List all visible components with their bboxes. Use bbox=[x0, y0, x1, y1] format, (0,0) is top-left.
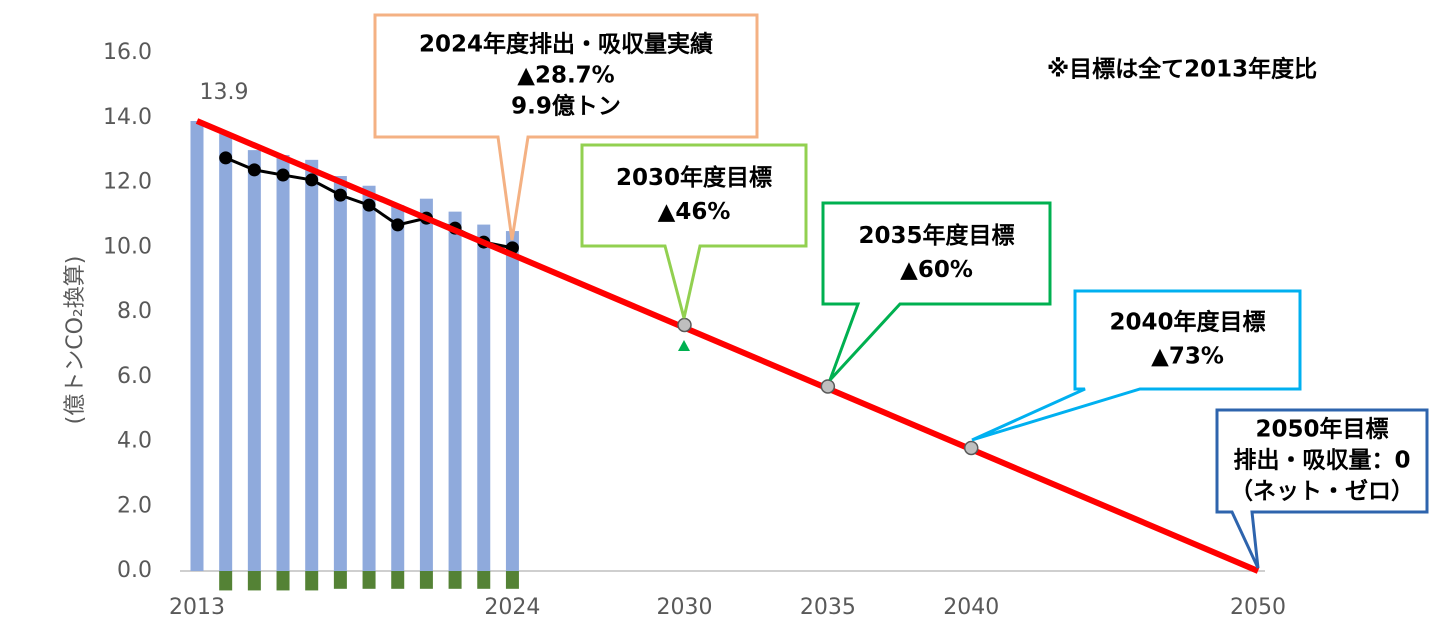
callout-text: ▲28.7% bbox=[517, 63, 614, 89]
callout-text: 2024年度排出・吸収量実績 bbox=[419, 31, 713, 58]
callout-box bbox=[1215, 408, 1429, 569]
y-axis-label: (億トンCO₂換算) bbox=[63, 256, 88, 425]
target-point bbox=[677, 317, 692, 333]
x-tick-label: 2013 bbox=[169, 595, 225, 620]
bar bbox=[448, 211, 462, 571]
x-tick-label: 2035 bbox=[800, 595, 856, 620]
callout-text: ▲73% bbox=[1151, 344, 1224, 370]
bar bbox=[419, 198, 433, 571]
callout-text: 9.9億トン bbox=[511, 93, 621, 120]
callout-text: 2030年度目標 bbox=[616, 164, 772, 191]
line-marker bbox=[305, 173, 319, 187]
bar bbox=[190, 120, 204, 572]
callout-box bbox=[373, 13, 759, 241]
bar bbox=[505, 231, 519, 571]
callout-text: ▲46% bbox=[658, 199, 731, 225]
target-point bbox=[820, 379, 836, 394]
y-tick-label: 12.0 bbox=[103, 170, 152, 195]
line-marker bbox=[219, 151, 233, 165]
y-tick-label: 10.0 bbox=[103, 234, 152, 259]
bar bbox=[505, 571, 519, 589]
x-tick-label: 2040 bbox=[943, 595, 999, 620]
bar bbox=[219, 571, 233, 591]
target-point bbox=[963, 440, 979, 456]
y-tick-label: 4.0 bbox=[117, 429, 152, 454]
bar bbox=[219, 133, 233, 571]
marker-decoration bbox=[678, 340, 690, 351]
data-label: 13.9 bbox=[200, 80, 249, 105]
bar bbox=[362, 571, 376, 589]
callout-box bbox=[971, 289, 1302, 442]
y-tick-label: 2.0 bbox=[117, 493, 152, 518]
bar bbox=[276, 154, 290, 571]
bar bbox=[333, 571, 347, 589]
bar bbox=[477, 224, 491, 571]
bar bbox=[448, 571, 462, 589]
callout-text: 2040年度目標 bbox=[1109, 309, 1265, 336]
y-tick-label: 16.0 bbox=[103, 40, 152, 65]
note: ※目標は全て2013年度比 bbox=[1047, 56, 1317, 83]
callout-text: 2035年度目標 bbox=[858, 222, 1014, 249]
line-marker bbox=[276, 168, 290, 182]
callout-box bbox=[821, 201, 1052, 382]
bar bbox=[362, 185, 376, 572]
bar bbox=[477, 571, 491, 589]
bar bbox=[305, 159, 319, 571]
callout-text: ▲60% bbox=[900, 257, 973, 283]
callout-text: （ネット・ゼロ） bbox=[1230, 478, 1414, 505]
y-tick-label: 0.0 bbox=[117, 558, 152, 583]
y-tick-label: 8.0 bbox=[117, 299, 152, 324]
callout-text: 2050年目標 bbox=[1255, 416, 1388, 443]
bar bbox=[391, 571, 405, 589]
x-tick-label: 2050 bbox=[1230, 595, 1286, 620]
bar bbox=[247, 571, 261, 591]
x-tick-label: 2024 bbox=[484, 595, 540, 620]
line-marker bbox=[391, 218, 405, 232]
line-marker bbox=[333, 188, 347, 202]
bar bbox=[305, 571, 319, 591]
callout-text: 排出・吸収量：0 bbox=[1233, 448, 1410, 474]
x-tick-label: 2030 bbox=[656, 595, 712, 620]
bar bbox=[276, 571, 290, 591]
bar bbox=[247, 150, 261, 571]
line-marker bbox=[247, 163, 261, 177]
line-marker bbox=[362, 198, 376, 212]
y-tick-label: 14.0 bbox=[103, 105, 152, 130]
bar bbox=[333, 176, 347, 571]
y-tick-label: 6.0 bbox=[117, 364, 152, 389]
line bbox=[195, 118, 1260, 574]
bar bbox=[419, 571, 433, 589]
bar bbox=[391, 205, 405, 571]
callout-box bbox=[580, 143, 808, 319]
